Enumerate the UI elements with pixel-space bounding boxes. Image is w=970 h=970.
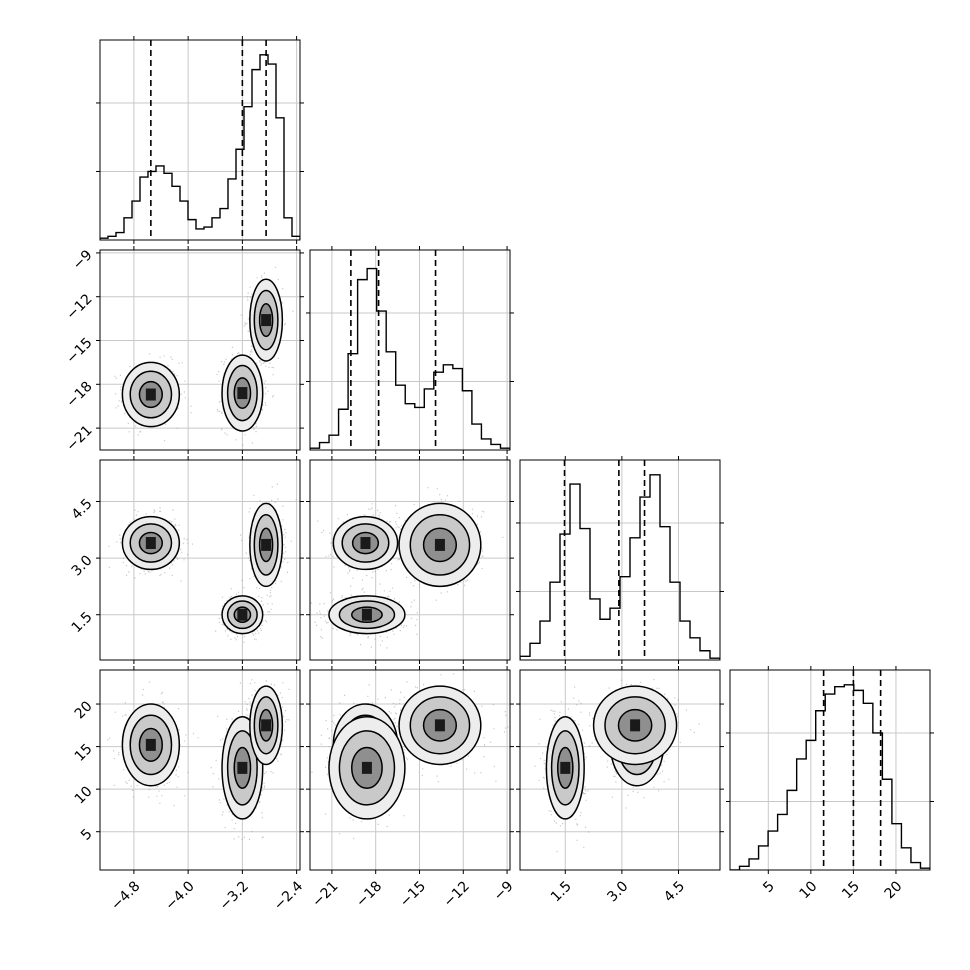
density-peak: [261, 719, 272, 732]
x-tick-label: −21: [309, 878, 341, 910]
panel-frame: [729, 669, 931, 871]
density-peak: [560, 761, 571, 774]
x-tick-label: −3.2: [217, 878, 252, 913]
panel-frame: [99, 249, 301, 451]
y-tick-label: 1.5: [69, 609, 96, 636]
x-tick-label: 3.0: [604, 878, 631, 905]
density-panel-p1-p2: [306, 456, 514, 664]
density-peak: [145, 537, 156, 550]
hist-panel-p1: [306, 246, 514, 454]
density-panel-p0-p1: [96, 246, 304, 454]
density-peak: [434, 719, 445, 732]
density-peak: [361, 608, 372, 621]
hist-panel-p0: [96, 36, 304, 244]
x-tick-label: 10: [797, 878, 821, 902]
histogram-step: [310, 267, 510, 450]
histogram-step: [730, 684, 930, 870]
panel-frame: [99, 669, 301, 871]
density-panel-p1-p3: [306, 666, 514, 874]
panel-frame: [519, 459, 721, 661]
x-tick-label: −15: [397, 878, 429, 910]
x-tick-label: 1.5: [548, 878, 575, 905]
density-peak: [237, 387, 248, 400]
y-tick-label: 4.5: [69, 496, 96, 523]
density-panel-p0-p2: [96, 456, 304, 664]
density-peak: [261, 538, 272, 551]
x-tick-label: 15: [839, 878, 863, 902]
x-tick-label: 5: [760, 878, 778, 896]
x-tick-label: −4.0: [162, 878, 197, 913]
density-peak: [630, 719, 641, 732]
hist-panel-p2: [516, 456, 724, 664]
panel-frame: [309, 669, 511, 871]
y-tick-label: 3.0: [69, 552, 96, 579]
y-tick-label: −18: [63, 379, 95, 411]
density-peak: [145, 738, 156, 751]
y-tick-label: 10: [72, 783, 96, 807]
y-tick-label: 5: [78, 826, 96, 844]
y-tick-label: −15: [63, 335, 95, 367]
density-peak: [237, 608, 248, 621]
density-panel-p0-p3: [96, 666, 304, 874]
y-tick-label: −9: [70, 247, 96, 273]
density-peak: [360, 537, 371, 550]
x-tick-label: −2.4: [271, 878, 306, 913]
x-tick-label: 4.5: [661, 878, 688, 905]
x-tick-label: 20: [882, 878, 906, 902]
x-tick-label: −9: [491, 878, 517, 904]
y-tick-label: 15: [72, 741, 96, 765]
density-peak: [237, 761, 248, 774]
hist-panel-p3: [726, 666, 934, 874]
panel-frame: [99, 39, 301, 241]
density-peak: [434, 538, 445, 551]
y-tick-label: 20: [72, 698, 96, 722]
x-tick-label: −12: [441, 878, 473, 910]
y-tick-label: −12: [63, 291, 95, 323]
panel-frame: [99, 459, 301, 661]
panel-frame: [309, 249, 511, 451]
histogram-step: [520, 474, 720, 660]
density-peak: [361, 761, 372, 774]
density-peak: [145, 388, 156, 401]
x-tick-label: −4.8: [108, 878, 143, 913]
y-tick-label: −21: [63, 422, 95, 454]
histogram-step: [100, 54, 300, 240]
x-tick-label: −18: [353, 878, 385, 910]
density-peak: [261, 314, 272, 327]
panel-frame: [309, 459, 511, 661]
density-panel-p2-p3: [516, 666, 724, 874]
panel-frame: [519, 669, 721, 871]
